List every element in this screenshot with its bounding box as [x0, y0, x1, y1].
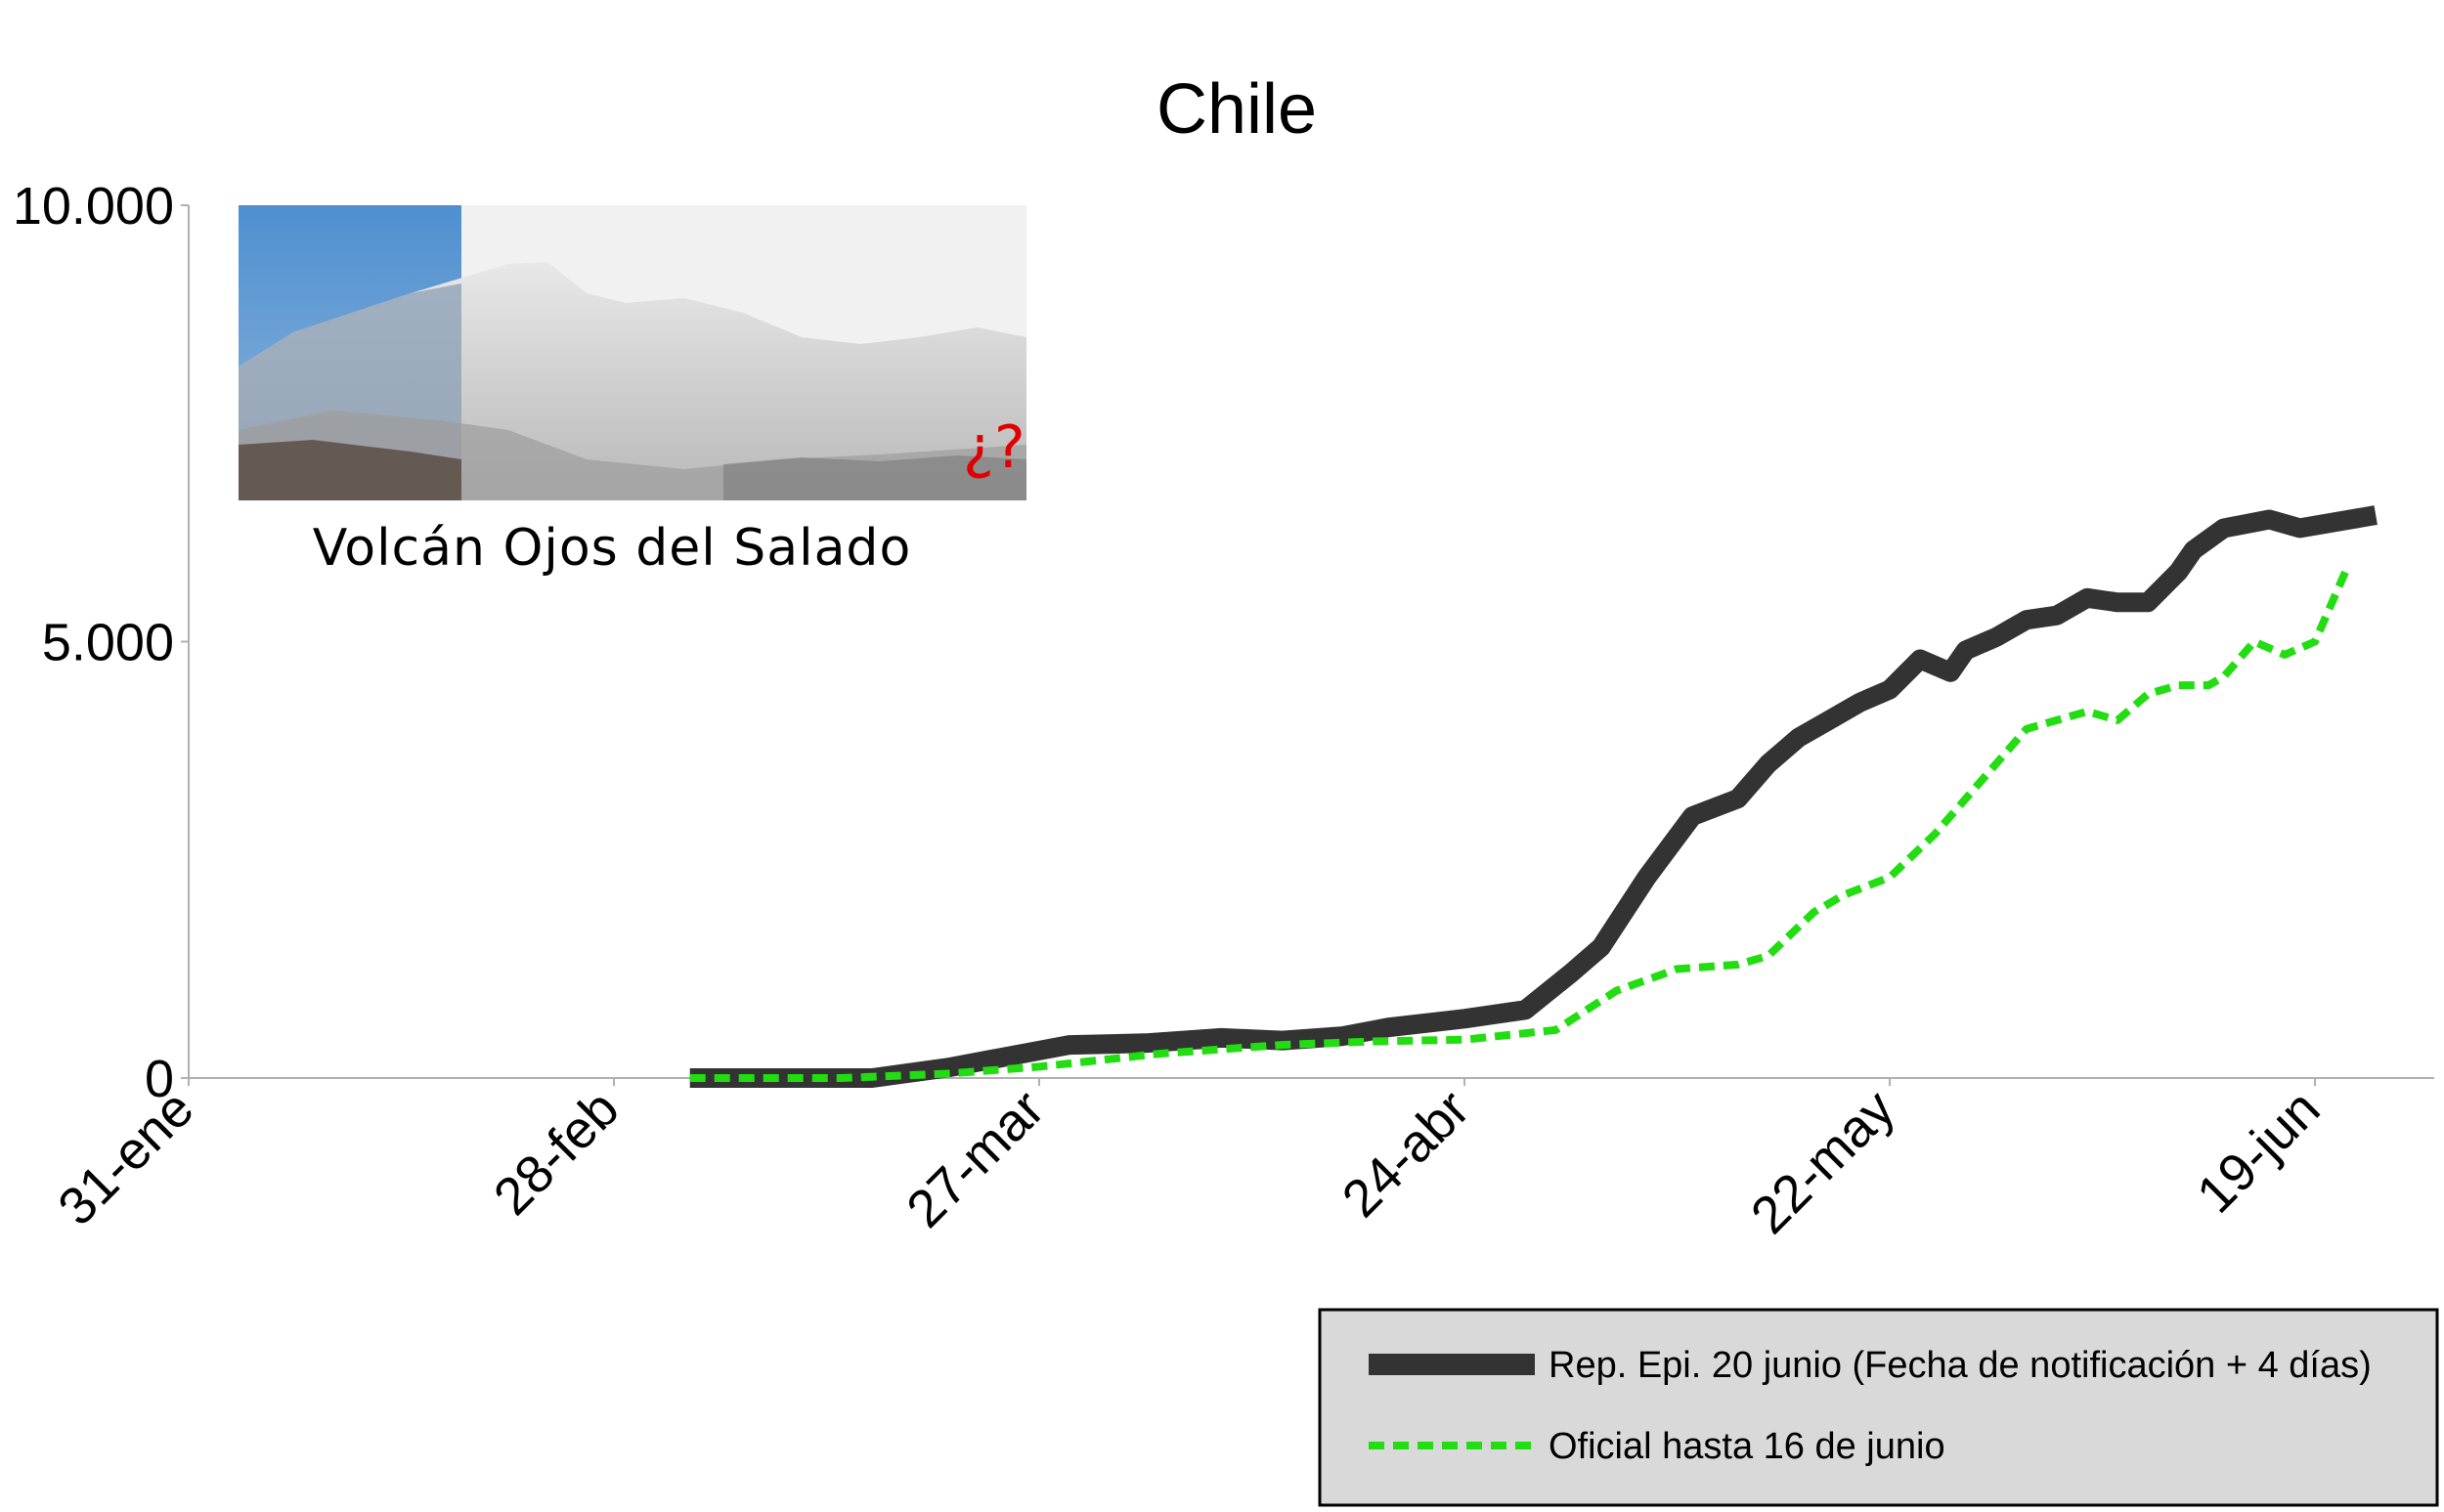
legend-label-1: Rep. Epi. 20 junio (Fecha de notificació…	[1549, 1345, 2372, 1386]
legend: Rep. Epi. 20 junio (Fecha de notificació…	[1318, 1308, 2439, 1507]
legend-box	[1318, 1308, 2439, 1507]
y-tick-label: 10.000	[13, 177, 174, 236]
x-tick-label: 27-mar	[895, 1079, 1055, 1238]
y-ticks: 0 5.000 10.000	[13, 177, 189, 1108]
legend-label-2: Oficial hasta 16 de junio	[1549, 1426, 1945, 1467]
series-line-rep-epi	[689, 505, 2378, 1088]
x-tick-label: 22-may	[1740, 1079, 1906, 1245]
inset-mark: ¿?	[963, 413, 1026, 482]
inset-caption: Volcán Ojos del Salado	[313, 519, 912, 578]
x-tick-label: 28-feb	[483, 1079, 631, 1227]
chart-title: Chile	[1157, 70, 1317, 149]
x-tick-label: 19-jun	[2186, 1079, 2332, 1225]
x-tick-label: 31-ene	[47, 1079, 204, 1236]
y-tick-label: 5.000	[42, 614, 174, 672]
series-line-oficial	[689, 570, 2349, 1082]
x-tick-label: 24-abr	[1331, 1079, 1481, 1229]
x-ticks: 31-ene 28-feb 27-mar 24-abr 22-may 19-jun	[47, 1078, 2332, 1245]
inset-photo	[239, 205, 1026, 500]
y-tick-label: 0	[145, 1050, 174, 1108]
series-lines	[689, 505, 2378, 1088]
